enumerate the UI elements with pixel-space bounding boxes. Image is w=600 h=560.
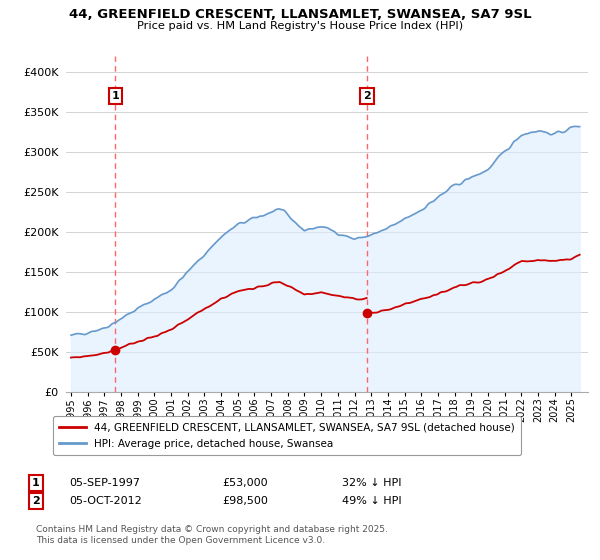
- Text: 05-SEP-1997: 05-SEP-1997: [69, 478, 140, 488]
- Text: £53,000: £53,000: [222, 478, 268, 488]
- Text: 05-OCT-2012: 05-OCT-2012: [69, 496, 142, 506]
- Legend: 44, GREENFIELD CRESCENT, LLANSAMLET, SWANSEA, SA7 9SL (detached house), HPI: Ave: 44, GREENFIELD CRESCENT, LLANSAMLET, SWA…: [53, 416, 521, 455]
- Text: £98,500: £98,500: [222, 496, 268, 506]
- Text: Contains HM Land Registry data © Crown copyright and database right 2025.
This d: Contains HM Land Registry data © Crown c…: [36, 525, 388, 545]
- Text: 2: 2: [32, 496, 40, 506]
- Text: 1: 1: [32, 478, 40, 488]
- Text: 1: 1: [112, 91, 119, 101]
- Text: Price paid vs. HM Land Registry's House Price Index (HPI): Price paid vs. HM Land Registry's House …: [137, 21, 463, 31]
- Text: 44, GREENFIELD CRESCENT, LLANSAMLET, SWANSEA, SA7 9SL: 44, GREENFIELD CRESCENT, LLANSAMLET, SWA…: [68, 8, 532, 21]
- Text: 32% ↓ HPI: 32% ↓ HPI: [342, 478, 401, 488]
- Text: 49% ↓ HPI: 49% ↓ HPI: [342, 496, 401, 506]
- Text: 2: 2: [363, 91, 371, 101]
